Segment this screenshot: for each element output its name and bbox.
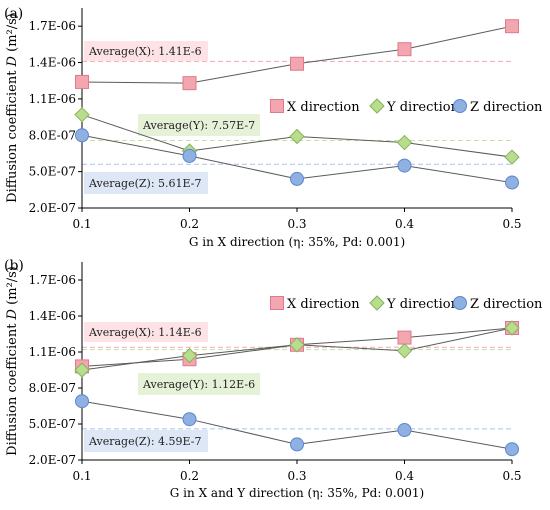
data-point-x [397, 330, 412, 345]
average-label: Average(X): 1.41E-6 [88, 45, 202, 58]
data-point-z [290, 171, 304, 186]
data-point-x [397, 42, 412, 57]
x-tick-label: 0.4 [395, 469, 414, 483]
data-point-z [290, 437, 304, 452]
legend-label: Y direction [386, 100, 460, 115]
data-point-y [289, 337, 305, 353]
y-axis-label: Diffusion coefficient D (m²/s) [5, 266, 20, 456]
x-axis-label: G in X direction (η: 35%, Pd: 0.001) [189, 235, 405, 249]
average-box [138, 373, 260, 395]
data-point-x [505, 19, 519, 34]
average-box [84, 430, 208, 452]
average-box [84, 322, 208, 342]
y-axis-label-symbol: D [5, 55, 20, 67]
x-tick-label: 0.3 [287, 469, 306, 483]
data-point-z [182, 412, 197, 427]
data-point-x [290, 56, 304, 71]
legend-marker [453, 99, 467, 113]
legend-marker [369, 98, 385, 114]
x-tick-label: 0.3 [287, 217, 306, 231]
data-point-x [182, 76, 197, 91]
data-point-y [289, 128, 305, 145]
y-axis-label: Diffusion coefficient D (m²/s) [5, 13, 20, 203]
x-tick-label: 0.1 [72, 469, 91, 483]
data-point-y [74, 362, 90, 378]
data-point-z [397, 158, 412, 173]
panel-label: (a) [4, 6, 23, 22]
y-tick-label: 1.4E-06 [29, 309, 76, 323]
legend-label: X direction [287, 100, 360, 115]
legend-label: X direction [287, 297, 360, 312]
y-tick-label: 2.0E-07 [29, 453, 76, 467]
y-axis-label-symbol: D [5, 308, 20, 320]
y-tick-label: 5.0E-07 [29, 165, 76, 179]
legend-marker [270, 296, 284, 310]
data-point-z [182, 148, 197, 163]
average-label: Average(X): 1.14E-6 [88, 326, 202, 339]
x-tick-label: 0.5 [502, 217, 521, 231]
average-box [84, 172, 208, 194]
legend-marker [369, 295, 385, 311]
average-label: Average(Y): 7.57E-7 [142, 119, 255, 132]
y-tick-label: 1.1E-06 [29, 345, 76, 359]
data-point-z [505, 442, 519, 457]
y-tick-label: 8.0E-07 [29, 381, 76, 395]
y-tick-label: 1.4E-06 [29, 56, 76, 70]
panel-b: (b) Average(X): 1.14E-6 Average(Y): 1.12E-… [4, 258, 543, 500]
y-tick-label: 2.0E-07 [29, 201, 76, 215]
legend-marker [270, 99, 284, 113]
data-point-y [396, 134, 413, 151]
data-point-y [74, 106, 90, 123]
panel-a: (a) Average(X): 1.41E-6 Average(Y): 7.57E-… [4, 6, 543, 249]
data-point-y [504, 320, 520, 336]
data-point-z [75, 394, 89, 409]
y-tick-label: 1.7E-06 [29, 273, 76, 287]
data-point-y [181, 347, 198, 364]
panel-label: (b) [4, 258, 24, 274]
x-tick-label: 0.5 [502, 469, 521, 483]
x-tick-label: 0.2 [180, 469, 199, 483]
data-point-z [397, 423, 412, 437]
data-point-y [396, 343, 413, 359]
data-point-x [75, 74, 89, 89]
x-tick-label: 0.4 [395, 217, 414, 231]
y-tick-label: 5.0E-07 [29, 417, 76, 431]
y-axis-label-prefix: Diffusion coefficient [5, 66, 20, 202]
data-point-z [505, 175, 519, 190]
average-box [138, 114, 260, 136]
x-axis-label: G in X and Y direction (η: 35%, Pd: 0.00… [170, 486, 424, 500]
legend-label: Z direction [470, 297, 543, 312]
legend-marker [453, 296, 467, 310]
y-axis-label-units: (m²/s) [5, 13, 20, 56]
legend-label: Z direction [470, 100, 543, 115]
y-axis-label-units: (m²/s) [5, 266, 20, 309]
data-point-y [504, 149, 520, 165]
average-label: Average(Y): 1.12E-6 [142, 378, 255, 391]
data-point-z [75, 128, 89, 143]
average-label: Average(Z): 5.61E-7 [88, 177, 201, 190]
y-axis-label-prefix: Diffusion coefficient [5, 319, 20, 455]
x-tick-label: 0.1 [72, 217, 91, 231]
x-tick-label: 0.2 [180, 217, 199, 231]
y-tick-label: 1.7E-06 [29, 19, 76, 33]
average-label: Average(Z): 4.59E-7 [88, 435, 201, 448]
y-tick-label: 8.0E-07 [29, 128, 76, 142]
average-box [84, 41, 208, 61]
y-tick-label: 1.1E-06 [29, 92, 76, 106]
legend-label: Y direction [386, 297, 460, 312]
